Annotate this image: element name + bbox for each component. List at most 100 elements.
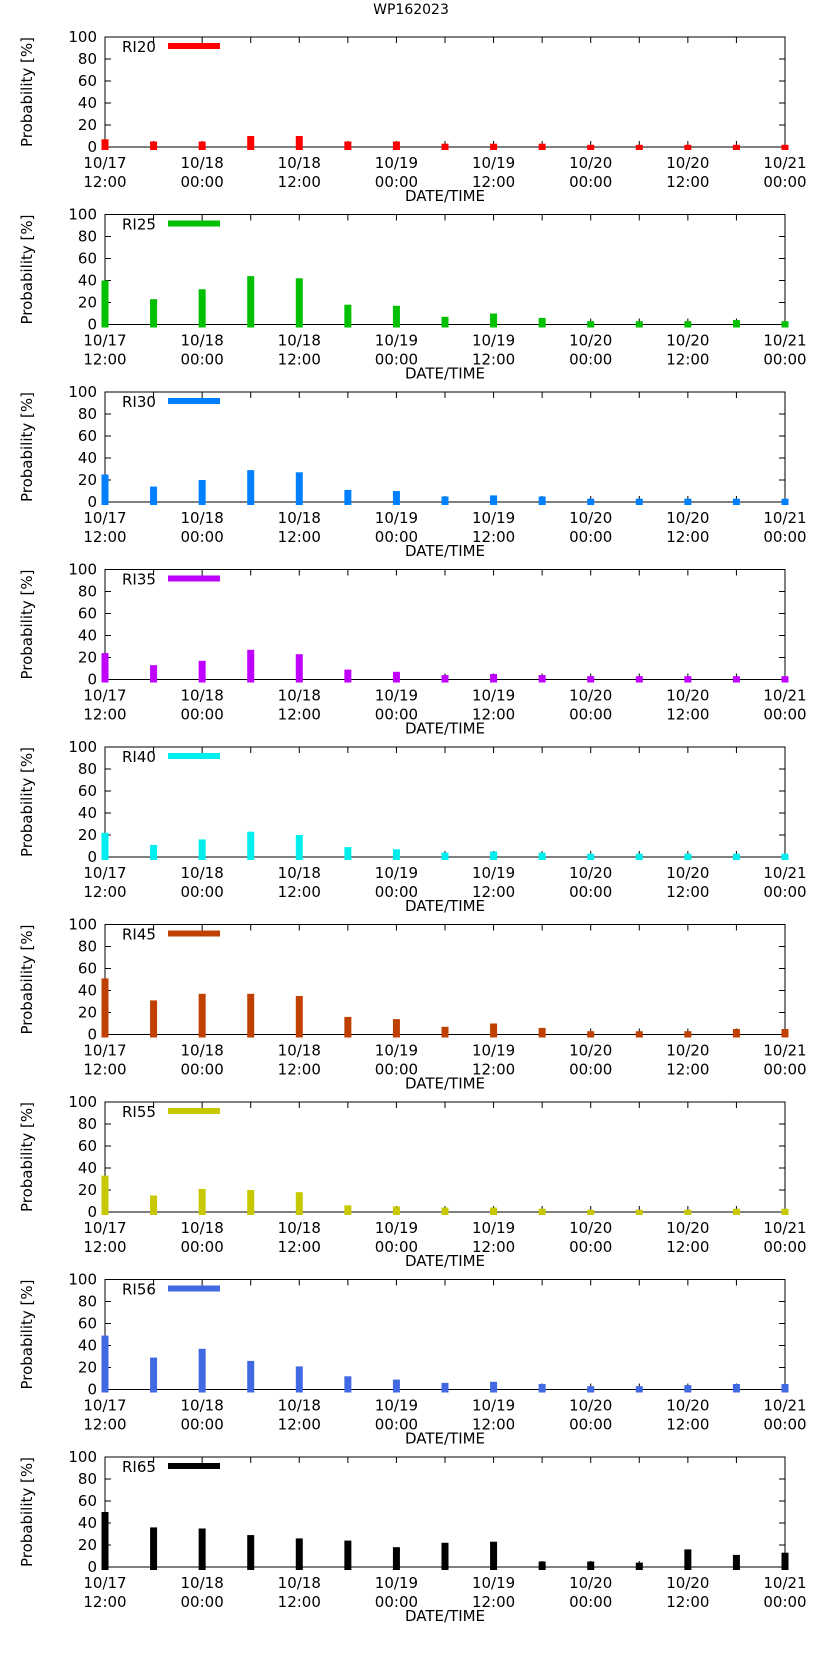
y-tick-label: 100 [68, 1448, 97, 1466]
x-tick-label-date: 10/19 [472, 509, 515, 527]
y-tick-label: 40 [78, 1337, 97, 1355]
y-tick-label: 20 [78, 294, 97, 312]
plot-frame [104, 391, 786, 503]
bar-ri40-2 [198, 839, 206, 860]
x-tick-label-date: 10/19 [375, 1219, 418, 1237]
bar-ri40-6 [392, 849, 400, 860]
bar-ri55-4 [295, 1192, 303, 1215]
x-tick-label-date: 10/18 [278, 1574, 321, 1592]
bar-ri40-0 [101, 832, 109, 860]
bar-ri55-9 [538, 1208, 546, 1215]
bar-ri56-12 [684, 1385, 692, 1393]
y-tick-label: 0 [87, 1026, 97, 1044]
y-tick-label: 40 [78, 1514, 97, 1532]
x-tick-label-date: 10/17 [83, 154, 126, 172]
x-tick-label-date: 10/19 [472, 864, 515, 882]
bar-ri55-3 [247, 1190, 255, 1215]
legend-swatch [168, 220, 220, 227]
x-axis-label: DATE/TIME [405, 1075, 485, 1093]
bar-ri55-2 [198, 1188, 206, 1215]
x-tick-label-date: 10/17 [83, 1574, 126, 1592]
x-tick-label-time: 00:00 [763, 1238, 806, 1256]
x-tick-label-date: 10/18 [278, 864, 321, 882]
bar-ri40-9 [538, 852, 546, 860]
x-tick-label-time: 12:00 [83, 1061, 126, 1079]
bar-ri25-14 [781, 321, 789, 328]
bar-ri40-10 [587, 853, 595, 860]
x-tick-label-time: 12:00 [278, 173, 321, 191]
x-tick-label-time: 12:00 [278, 1593, 321, 1611]
x-tick-label-time: 12:00 [666, 706, 709, 724]
x-tick-label-date: 10/18 [278, 154, 321, 172]
x-tick-label-date: 10/17 [83, 1397, 126, 1415]
x-tick-label-time: 12:00 [278, 351, 321, 369]
x-tick-label-date: 10/18 [278, 1042, 321, 1060]
bar-ri65-10 [587, 1561, 595, 1570]
y-tick-label: 40 [78, 627, 97, 645]
bar-ri35-1 [150, 665, 158, 683]
y-axis-label: Probability [%] [18, 1102, 36, 1212]
x-tick-label-date: 10/17 [83, 509, 126, 527]
bar-ri20-4 [295, 136, 303, 150]
y-tick-label: 60 [78, 427, 97, 445]
bar-ri40-4 [295, 835, 303, 860]
x-axis-label: DATE/TIME [405, 365, 485, 383]
bar-ri55-1 [150, 1195, 158, 1215]
x-axis-label: DATE/TIME [405, 1252, 485, 1270]
bar-ri40-7 [441, 852, 449, 860]
x-tick-label-date: 10/18 [181, 864, 224, 882]
x-tick-label-time: 12:00 [666, 883, 709, 901]
x-tick-label-date: 10/19 [375, 1042, 418, 1060]
x-tick-label-time: 00:00 [569, 173, 612, 191]
x-tick-label-date: 10/19 [375, 509, 418, 527]
x-tick-label-date: 10/20 [569, 1219, 612, 1237]
y-tick-label: 100 [68, 561, 97, 579]
x-tick-label-time: 12:00 [472, 173, 515, 191]
bar-ri35-9 [538, 675, 546, 683]
y-tick-label: 80 [78, 1470, 97, 1488]
x-tick-label-time: 12:00 [83, 883, 126, 901]
legend-swatch [168, 1463, 220, 1469]
bar-ri35-7 [441, 675, 449, 683]
x-tick-label-time: 12:00 [83, 1416, 126, 1434]
y-axis-label: Probability [%] [18, 747, 36, 857]
x-tick-label-time: 12:00 [278, 706, 321, 724]
bar-ri56-1 [150, 1357, 158, 1393]
y-tick-label: 80 [78, 583, 97, 601]
x-tick-label-time: 00:00 [375, 1416, 418, 1434]
x-tick-label-date: 10/21 [763, 154, 806, 172]
y-tick-label: 80 [78, 405, 97, 423]
y-tick-label: 60 [78, 1315, 97, 1333]
x-tick-label-date: 10/21 [763, 1574, 806, 1592]
x-tick-label-time: 12:00 [83, 528, 126, 546]
bar-ri20-3 [247, 136, 255, 150]
bar-ri35-5 [344, 669, 352, 683]
x-tick-label-date: 10/19 [375, 1574, 418, 1592]
y-tick-label: 80 [78, 1293, 97, 1311]
x-tick-label-time: 00:00 [569, 1238, 612, 1256]
bar-ri45-5 [344, 1016, 352, 1038]
x-tick-label-date: 10/20 [569, 509, 612, 527]
bar-ri35-2 [198, 660, 206, 683]
x-tick-label-time: 12:00 [472, 528, 515, 546]
x-tick-label-date: 10/18 [181, 1042, 224, 1060]
x-tick-label-time: 12:00 [666, 528, 709, 546]
bar-ri35-14 [781, 676, 789, 683]
bar-ri30-7 [441, 496, 449, 505]
bar-ri35-6 [392, 671, 400, 683]
y-tick-label: 80 [78, 228, 97, 246]
x-tick-label-time: 12:00 [278, 1238, 321, 1256]
bar-ri25-8 [490, 313, 498, 328]
x-tick-label-date: 10/19 [472, 332, 515, 350]
bar-ri56-0 [101, 1335, 109, 1393]
bar-ri25-12 [684, 321, 692, 328]
x-tick-label-time: 00:00 [375, 1238, 418, 1256]
bar-ri25-0 [101, 280, 109, 328]
x-axis-label: DATE/TIME [405, 897, 485, 915]
bar-ri45-6 [392, 1019, 400, 1038]
x-tick-label-time: 12:00 [472, 1238, 515, 1256]
legend-label: RI65 [122, 1458, 156, 1476]
x-tick-label-time: 00:00 [763, 1061, 806, 1079]
